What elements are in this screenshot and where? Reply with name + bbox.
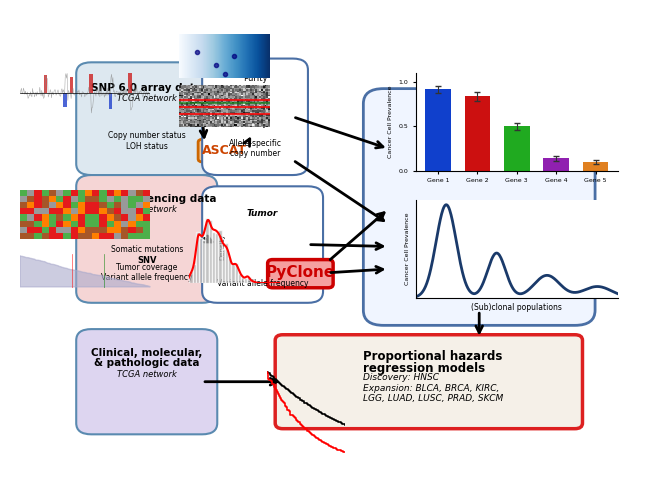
Bar [225,243,228,283]
Bar [196,232,199,283]
Text: Tumor coverage
Variant allele frequency: Tumor coverage Variant allele frequency [101,263,192,282]
Text: TCGA network: TCGA network [117,94,177,103]
FancyBboxPatch shape [76,329,217,434]
Bar [244,278,248,283]
Bar [89,74,93,93]
Bar [70,77,73,93]
Text: SNP 6.0 array data: SNP 6.0 array data [91,83,202,93]
Bar [205,218,209,283]
Bar [192,264,196,283]
Text: & pathologic data: & pathologic data [94,358,200,368]
Text: regression models: regression models [363,362,486,375]
FancyBboxPatch shape [198,140,252,162]
Text: Proportional hazards: Proportional hazards [363,350,502,363]
Bar [425,89,450,171]
Bar [504,126,530,171]
Bar [241,277,244,283]
Text: Density: Density [220,233,226,260]
FancyBboxPatch shape [76,175,217,303]
Bar [44,75,47,93]
Bar [543,159,569,171]
Bar [63,93,67,107]
Bar [251,280,254,283]
Bar [231,264,235,283]
Text: ASCAT: ASCAT [202,144,247,157]
Text: Discovery: HNSC: Discovery: HNSC [363,373,439,383]
Text: Purity: Purity [243,74,267,83]
Bar [202,240,205,283]
FancyBboxPatch shape [76,62,217,175]
Bar [109,93,112,109]
Bar [218,230,222,283]
Bar [228,258,231,283]
FancyBboxPatch shape [202,59,308,175]
X-axis label: (Sub)clonal populations: (Sub)clonal populations [471,303,562,312]
FancyBboxPatch shape [268,260,333,288]
Text: Clinical, molecular,: Clinical, molecular, [91,348,202,358]
Bar [209,220,212,283]
FancyBboxPatch shape [275,335,582,428]
Text: PyClone: PyClone [266,265,335,280]
Bar [189,271,192,283]
Text: Somatic mutations: Somatic mutations [111,244,183,254]
Text: Variant allele frequency: Variant allele frequency [217,279,308,288]
Bar [199,238,202,283]
Bar [465,96,490,171]
Text: SNV: SNV [137,256,157,265]
Y-axis label: Cancer Cell Prevalence: Cancer Cell Prevalence [406,213,410,285]
Text: Expansion: BLCA, BRCA, KIRC,: Expansion: BLCA, BRCA, KIRC, [363,384,500,392]
Bar [128,73,132,93]
FancyBboxPatch shape [363,89,595,325]
Y-axis label: Cancer Cell Prevalence: Cancer Cell Prevalence [388,86,393,158]
Bar [248,277,251,283]
Text: Copy number status
LOH status: Copy number status LOH status [108,131,186,151]
Text: Ploidy: Ploidy [242,120,268,128]
Text: TCGA network: TCGA network [117,205,177,214]
Bar [235,263,238,283]
Bar [212,232,215,283]
Bar [583,162,608,171]
Bar [222,249,225,283]
Text: LGG, LUAD, LUSC, PRAD, SKCM: LGG, LUAD, LUSC, PRAD, SKCM [363,394,504,403]
Text: Exome sequencing data: Exome sequencing data [77,194,217,204]
Text: Tumor: Tumor [247,209,278,218]
Bar [238,274,241,283]
Text: TCGA network: TCGA network [117,370,177,379]
Bar [215,233,218,283]
Text: Allele-specific
copy number: Allele-specific copy number [229,139,281,158]
FancyBboxPatch shape [202,186,323,303]
